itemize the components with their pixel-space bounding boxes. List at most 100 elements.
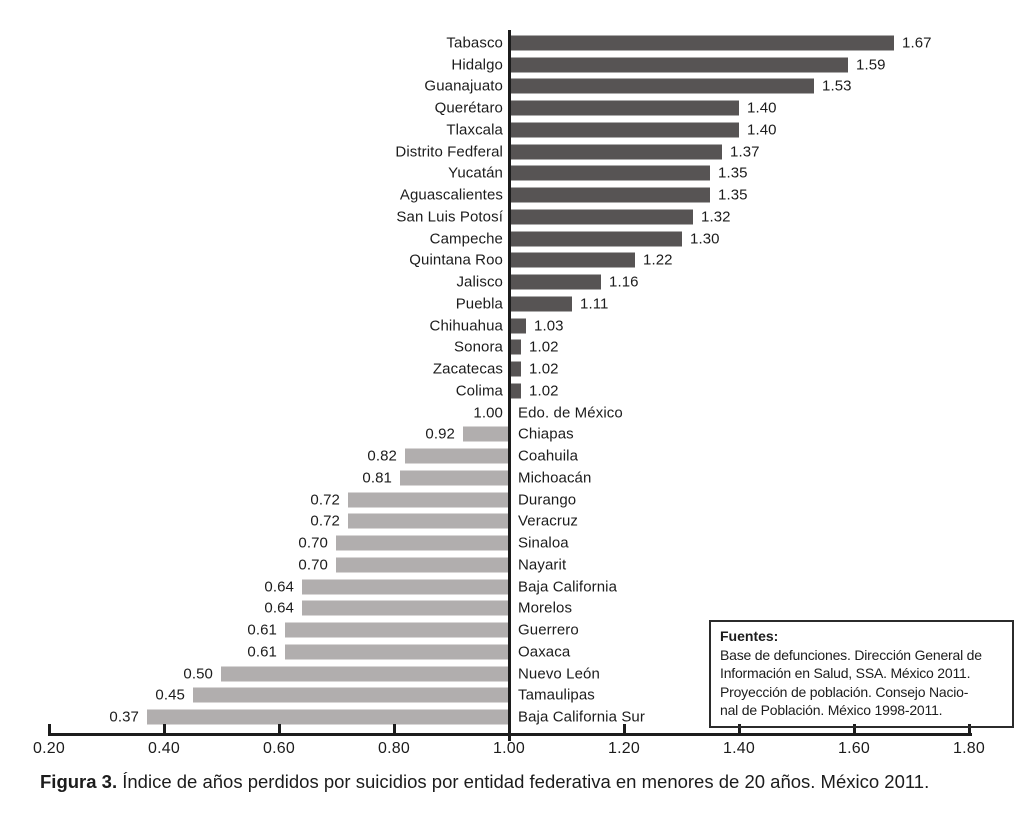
x-axis-tick — [48, 724, 51, 733]
category-label: Chihuahua — [429, 317, 503, 335]
baseline-1.00-line — [508, 30, 511, 741]
bar — [221, 666, 509, 682]
bar-row-san-luis-potosi: San Luis Potosí 1.32 — [0, 206, 1024, 228]
bar-row-quintana-roo: Quintana Roo 1.22 — [0, 250, 1024, 272]
bar-row-nayarit: Nayarit 0.70 — [0, 554, 1024, 576]
bar-row-queretaro: Querétaro 1.40 — [0, 97, 1024, 119]
value-label: 1.67 — [902, 34, 932, 52]
x-axis-tick — [738, 724, 741, 733]
bar — [405, 448, 509, 464]
category-label: Aguascalientes — [399, 186, 503, 204]
bar — [509, 78, 814, 94]
category-label: Michoacán — [518, 469, 592, 487]
bar-row-baja-california-sur: Baja California Sur 0.37 — [0, 706, 1024, 728]
category-label: Edo. de México — [518, 404, 623, 422]
sources-line: Proyección de población. Consejo Nacio- — [720, 683, 969, 700]
bar-row-morelos: Morelos 0.64 — [0, 598, 1024, 620]
value-label: 1.35 — [718, 186, 748, 204]
bar — [348, 513, 509, 529]
category-label: Colima — [455, 382, 503, 400]
category-label: Puebla — [455, 295, 503, 313]
bar-row-veracruz: Veracruz 0.72 — [0, 511, 1024, 533]
bar-row-durango: Durango 0.72 — [0, 489, 1024, 511]
figure-caption-text: Índice de años perdidos por suicidios po… — [117, 771, 930, 792]
x-axis-tick-label: 1.40 — [723, 740, 755, 757]
sources-title: Fuentes: — [720, 628, 779, 644]
category-label: Campeche — [429, 230, 503, 248]
value-label: 0.81 — [362, 469, 392, 487]
x-axis-tick — [968, 724, 971, 733]
figure-caption: Figura 3. Índice de años perdidos por su… — [40, 771, 929, 793]
bar — [509, 339, 521, 355]
figure-caption-label: Figura 3. — [40, 771, 118, 792]
bar — [509, 122, 739, 138]
value-label: 1.11 — [580, 295, 609, 313]
bar-row-jalisco: Jalisco 1.16 — [0, 271, 1024, 293]
value-label: 0.45 — [155, 686, 185, 704]
value-label: 1.03 — [534, 317, 564, 335]
x-axis-tick-label: 1.00 — [493, 740, 525, 757]
value-label: 0.70 — [298, 534, 328, 552]
value-label: 1.40 — [747, 99, 777, 117]
bar — [302, 600, 509, 616]
category-label: San Luis Potosí — [396, 208, 503, 226]
bar — [509, 274, 601, 290]
x-axis-tick-label: 0.60 — [263, 740, 295, 757]
value-label: 0.92 — [425, 425, 455, 443]
category-label: Durango — [518, 491, 577, 509]
x-axis-tick — [163, 724, 166, 733]
bar-row-tamaulipas: Tamaulipas 0.45 — [0, 685, 1024, 707]
bar — [509, 187, 710, 203]
bar-row-tlaxcala: Tlaxcala 1.40 — [0, 119, 1024, 141]
bar-row-baja-california: Baja California 0.64 — [0, 576, 1024, 598]
x-axis-tick-label: 0.80 — [378, 740, 410, 757]
bar — [193, 687, 509, 703]
bar-row-tabasco: Tabasco 1.67 — [0, 32, 1024, 54]
x-axis-tick-label: 1.80 — [953, 740, 985, 757]
bar — [509, 100, 739, 116]
bar-row-yucatan: Yucatán 1.35 — [0, 163, 1024, 185]
value-label: 1.30 — [690, 230, 720, 248]
sources-line: Base de defunciones. Dirección General d… — [720, 646, 982, 663]
category-label: Guanajuato — [424, 77, 503, 95]
bar — [302, 579, 509, 595]
bar-row-aguascalientes: Aguascalientes 1.35 — [0, 184, 1024, 206]
value-label: 0.72 — [310, 512, 340, 530]
value-label: 0.72 — [310, 491, 340, 509]
value-label: 0.37 — [109, 708, 139, 726]
bar — [509, 252, 635, 268]
category-label: Veracruz — [518, 512, 578, 530]
category-label: Sinaloa — [518, 534, 569, 552]
value-label: 0.64 — [264, 578, 294, 596]
value-label: 1.02 — [529, 360, 559, 378]
bar — [463, 426, 509, 442]
bar — [336, 557, 509, 573]
category-label: Sonora — [454, 338, 503, 356]
category-label: Jalisco — [456, 273, 503, 291]
category-label: Hidalgo — [451, 56, 503, 74]
x-axis-tick-label: 1.20 — [608, 740, 640, 757]
sources-line: nal de Población. México 1998-2011. — [720, 702, 943, 718]
x-axis-tick — [853, 724, 856, 733]
value-label: 0.64 — [264, 599, 294, 617]
value-label: 1.59 — [856, 56, 886, 74]
category-label: Chiapas — [518, 425, 574, 443]
value-label: 1.53 — [822, 77, 852, 95]
value-label: 0.61 — [247, 643, 277, 661]
category-label: Baja California — [518, 578, 618, 596]
category-label: Tlaxcala — [446, 121, 503, 139]
bar — [147, 709, 509, 725]
x-axis-tick-label: 0.40 — [148, 740, 180, 757]
x-axis-tick — [393, 724, 396, 733]
bar-row-hidalgo: Hidalgo 1.59 — [0, 54, 1024, 76]
bar — [509, 383, 521, 399]
category-label: Zacatecas — [432, 360, 503, 378]
value-label: 0.82 — [367, 447, 397, 465]
bar-row-chiapas: Chiapas 0.92 — [0, 424, 1024, 446]
bar — [400, 470, 509, 486]
x-axis-tick — [508, 724, 511, 733]
x-axis-tick — [623, 724, 626, 733]
category-label: Querétaro — [434, 99, 503, 117]
bar-row-campeche: Campeche 1.30 — [0, 228, 1024, 250]
value-label: 1.40 — [747, 121, 777, 139]
